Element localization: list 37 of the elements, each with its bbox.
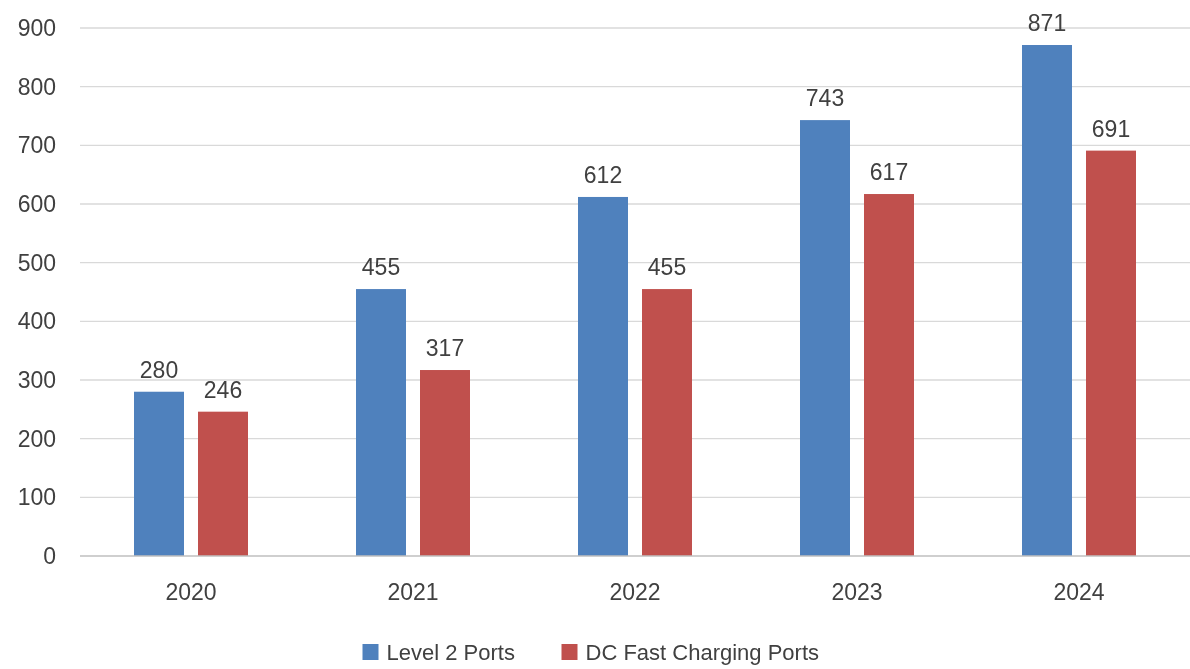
- x-tick-label: 2024: [1053, 579, 1105, 605]
- data-label: 455: [361, 254, 401, 281]
- y-tick-label: 400: [17, 308, 56, 335]
- data-label: 691: [1091, 115, 1131, 142]
- bar: [356, 289, 406, 556]
- legend-label: Level 2 Ports: [386, 639, 515, 665]
- y-tick-label: 500: [17, 249, 56, 276]
- bar: [420, 370, 470, 556]
- y-tick-label: 0: [43, 543, 56, 570]
- data-label: 246: [203, 376, 243, 403]
- data-label: 617: [869, 159, 909, 186]
- data-label: 743: [805, 85, 845, 112]
- x-tick-label: 2023: [831, 579, 883, 605]
- bar: [1086, 150, 1136, 556]
- data-label: 455: [647, 254, 687, 281]
- y-tick-label: 900: [17, 15, 56, 42]
- y-tick-label: 700: [17, 132, 56, 159]
- data-label: 317: [425, 335, 465, 362]
- data-label: 612: [583, 161, 623, 188]
- x-tick-label: 2022: [609, 579, 661, 605]
- bar: [134, 391, 184, 556]
- data-label: 871: [1027, 10, 1067, 37]
- legend-label: DC Fast Charging Ports: [585, 639, 820, 665]
- y-tick-label: 200: [17, 425, 56, 452]
- bar: [864, 194, 914, 556]
- y-tick-label: 300: [17, 367, 56, 394]
- y-tick-label: 800: [17, 73, 56, 100]
- bar: [198, 411, 248, 556]
- bar: [1022, 45, 1072, 556]
- y-tick-label: 600: [17, 191, 56, 218]
- x-tick-label: 2021: [387, 579, 439, 605]
- data-label: 280: [139, 356, 179, 383]
- bar: [578, 196, 628, 556]
- y-tick-label: 100: [17, 484, 56, 511]
- bar: [642, 289, 692, 556]
- x-tick-label: 2020: [165, 579, 217, 605]
- bar: [800, 120, 850, 556]
